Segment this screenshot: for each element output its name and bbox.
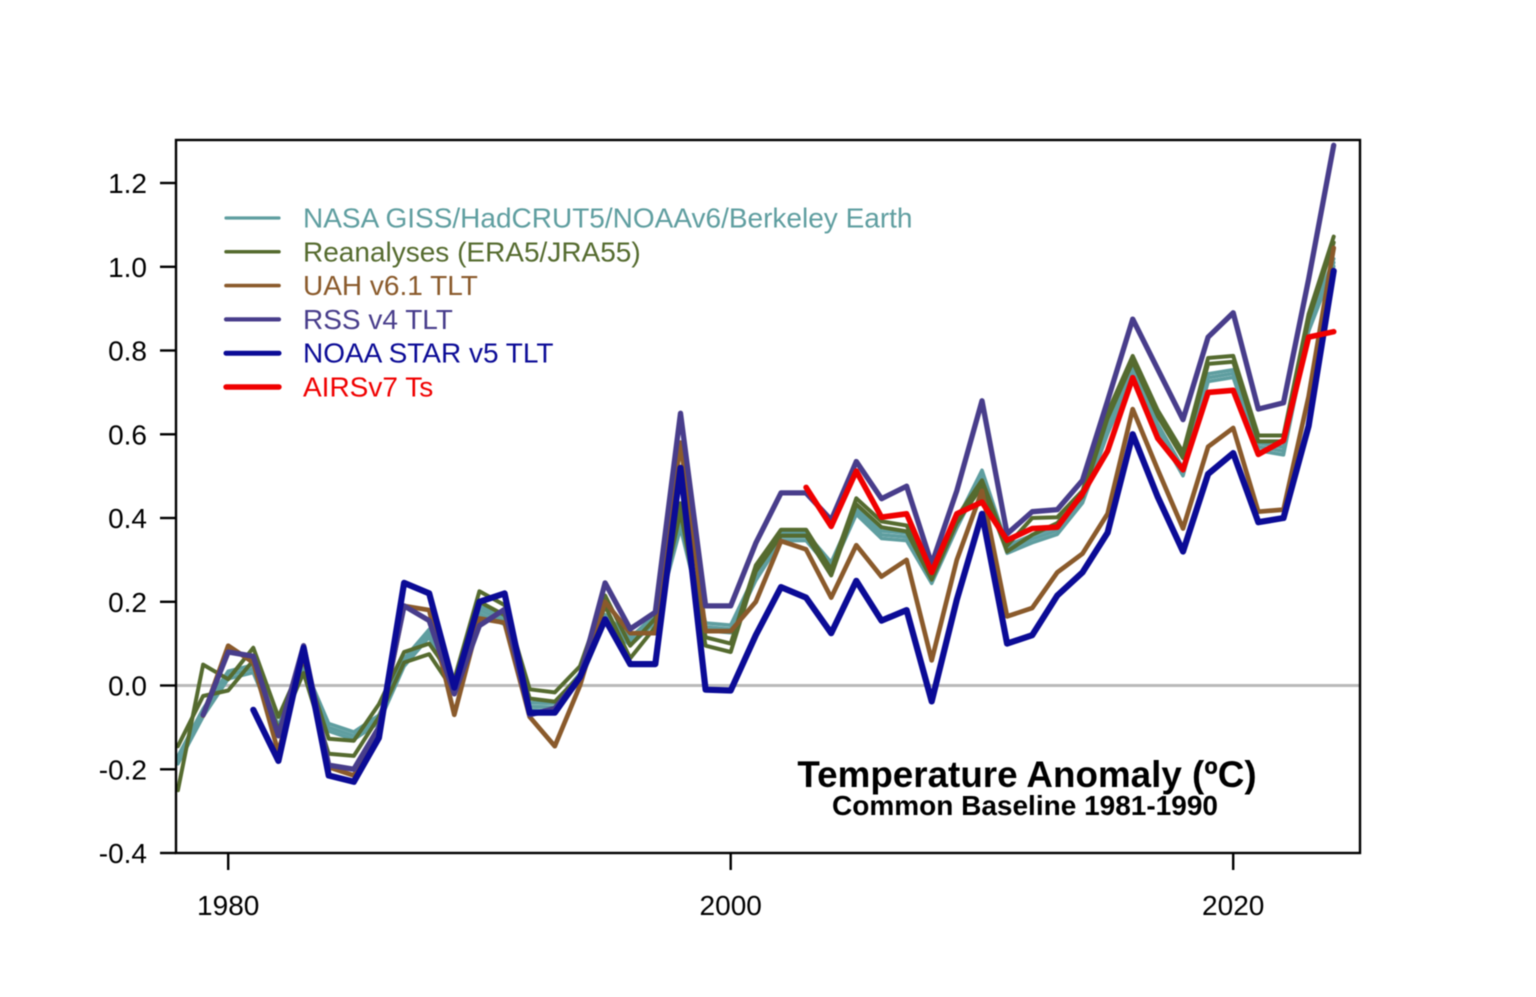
svg-text:2020: 2020: [1202, 890, 1264, 921]
svg-text:0.8: 0.8: [108, 336, 147, 367]
svg-text:UAH v6.1 TLT: UAH v6.1 TLT: [303, 270, 478, 301]
svg-text:0.0: 0.0: [108, 671, 147, 702]
svg-text:1980: 1980: [197, 890, 259, 921]
svg-text:0.6: 0.6: [108, 419, 147, 450]
svg-text:AIRSv7 Ts: AIRSv7 Ts: [303, 372, 433, 403]
svg-text:Reanalyses (ERA5/JRA55): Reanalyses (ERA5/JRA55): [303, 236, 641, 267]
svg-text:RSS v4 TLT: RSS v4 TLT: [303, 304, 453, 335]
svg-text:NASA GISS/HadCRUT5/NOAAv6/Berk: NASA GISS/HadCRUT5/NOAAv6/Berkeley Earth: [303, 203, 913, 234]
svg-text:-0.4: -0.4: [99, 838, 147, 869]
svg-text:0.2: 0.2: [108, 587, 147, 618]
svg-text:Temperature Anomaly (ºC): Temperature Anomaly (ºC): [797, 754, 1256, 795]
svg-text:-0.2: -0.2: [99, 754, 147, 785]
svg-text:1.2: 1.2: [108, 168, 147, 199]
svg-text:0.4: 0.4: [108, 503, 147, 534]
svg-text:NOAA STAR v5 TLT: NOAA STAR v5 TLT: [303, 338, 554, 369]
svg-text:1.0: 1.0: [108, 252, 147, 283]
svg-text:2000: 2000: [700, 890, 762, 921]
svg-text:Common Baseline 1981-1990: Common Baseline 1981-1990: [832, 790, 1218, 821]
